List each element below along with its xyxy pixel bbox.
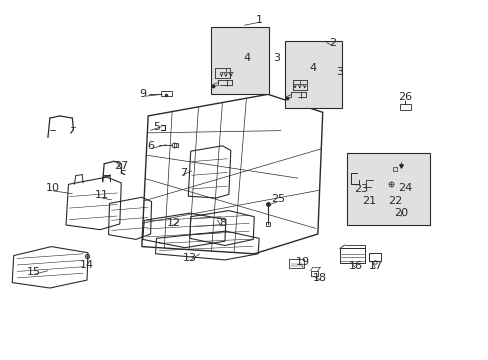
Text: 11: 11: [95, 190, 108, 200]
Text: 5: 5: [153, 122, 160, 132]
Text: 16: 16: [348, 261, 362, 271]
Text: 21: 21: [362, 196, 375, 206]
Text: 12: 12: [166, 218, 180, 228]
Text: 2: 2: [328, 38, 335, 48]
Text: 27: 27: [114, 161, 128, 171]
Text: 17: 17: [368, 261, 382, 271]
Text: 13: 13: [183, 253, 196, 264]
Bar: [339, 248, 365, 263]
Text: 25: 25: [270, 194, 284, 204]
Text: 7: 7: [180, 168, 186, 178]
Text: 1: 1: [255, 15, 262, 25]
Bar: [284, 41, 342, 108]
Text: 9: 9: [139, 89, 146, 99]
Text: 15: 15: [27, 267, 41, 277]
Text: 26: 26: [397, 92, 411, 102]
Bar: [399, 104, 410, 110]
Text: 22: 22: [387, 196, 402, 206]
Bar: [368, 253, 381, 261]
Text: 8: 8: [219, 218, 225, 228]
Text: 3: 3: [272, 53, 279, 63]
Text: 14: 14: [80, 260, 94, 270]
Text: 6: 6: [147, 141, 154, 151]
Text: 20: 20: [393, 208, 407, 218]
Text: 4: 4: [243, 53, 250, 63]
Bar: [346, 153, 429, 225]
Text: 3: 3: [336, 67, 343, 77]
Text: 10: 10: [46, 183, 60, 193]
Text: 18: 18: [313, 273, 326, 283]
Text: 23: 23: [353, 184, 367, 194]
Bar: [161, 91, 172, 96]
Bar: [211, 27, 268, 94]
Text: 4: 4: [309, 63, 316, 73]
Text: 19: 19: [296, 257, 309, 267]
Text: 24: 24: [397, 183, 411, 193]
Bar: [289, 259, 304, 268]
